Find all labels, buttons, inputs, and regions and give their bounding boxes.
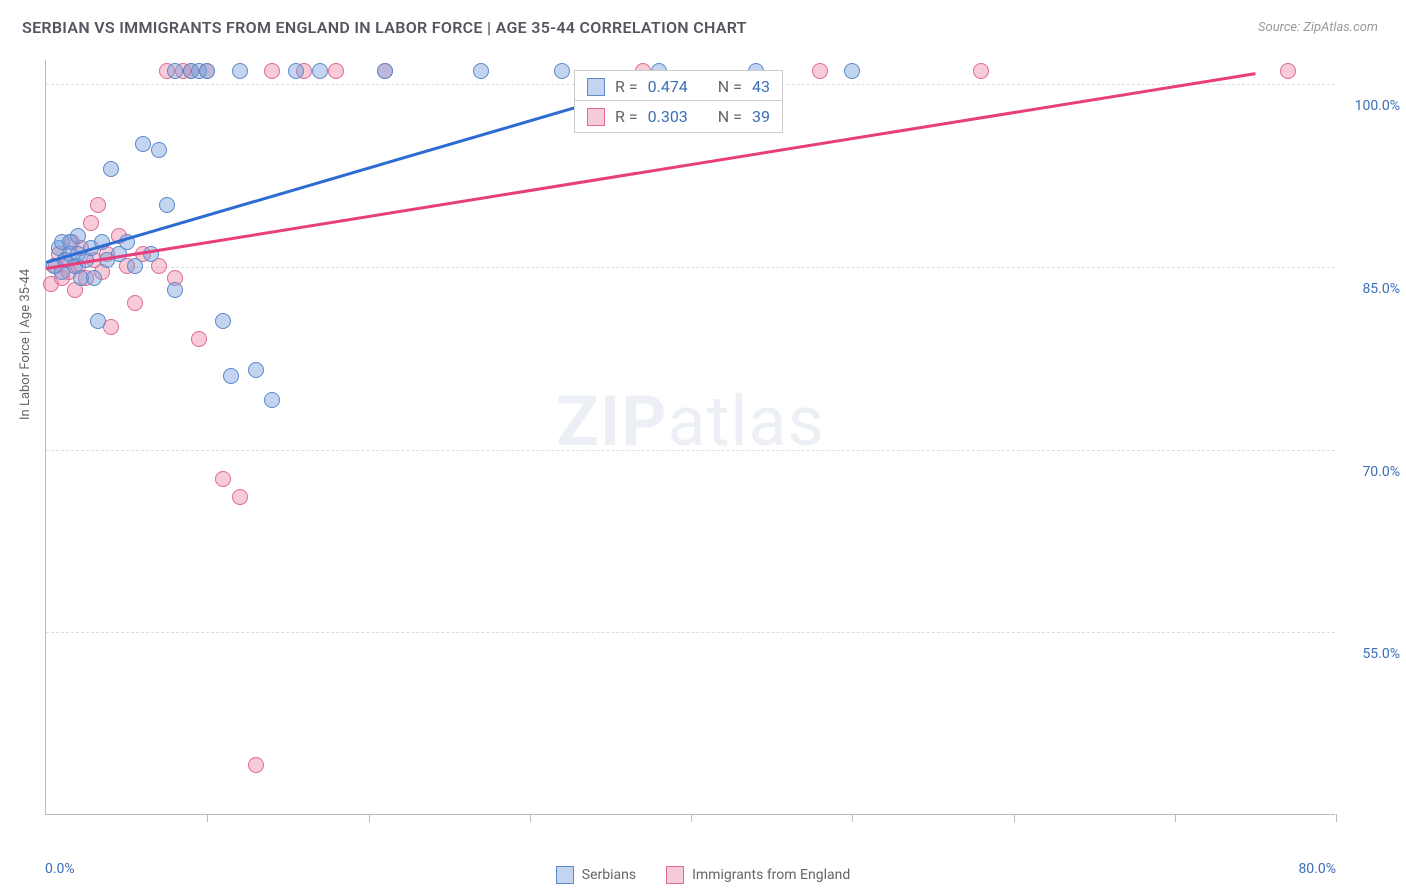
scatter-point-serbians xyxy=(90,313,106,329)
legend-swatch-england xyxy=(666,866,684,884)
scatter-point-serbians xyxy=(473,63,489,79)
scatter-point-england xyxy=(248,757,264,773)
y-tick-label: 55.0% xyxy=(1362,646,1400,662)
scatter-point-serbians xyxy=(103,161,119,177)
scatter-point-england xyxy=(191,331,207,347)
scatter-point-england xyxy=(973,63,989,79)
chart-header: SERBIAN VS IMMIGRANTS FROM ENGLAND IN LA… xyxy=(0,0,1406,49)
scatter-point-serbians xyxy=(127,258,143,274)
scatter-point-serbians xyxy=(167,63,183,79)
stats-n-label: N = xyxy=(718,77,742,96)
legend-item-serbians: Serbians xyxy=(556,866,636,884)
scatter-point-serbians xyxy=(167,282,183,298)
stats-r-label: R = xyxy=(615,107,638,126)
chart-title: SERBIAN VS IMMIGRANTS FROM ENGLAND IN LA… xyxy=(22,18,747,37)
scatter-point-serbians xyxy=(159,197,175,213)
scatter-point-serbians xyxy=(232,63,248,79)
scatter-point-serbians xyxy=(70,228,86,244)
stats-box-serbians: R = 0.474 N = 43 xyxy=(574,70,783,103)
scatter-point-serbians xyxy=(248,362,264,378)
scatter-point-england xyxy=(812,63,828,79)
scatter-point-serbians xyxy=(312,63,328,79)
legend-label-serbians: Serbians xyxy=(582,867,636,883)
scatter-point-england xyxy=(264,63,280,79)
stats-r-value: 0.303 xyxy=(648,107,688,126)
scatter-point-serbians xyxy=(377,63,393,79)
x-tick xyxy=(691,814,692,822)
scatter-point-england xyxy=(232,489,248,505)
legend: Serbians Immigrants from England xyxy=(0,866,1406,884)
chart-source: Source: ZipAtlas.com xyxy=(1258,20,1378,35)
stats-box-england: R = 0.303 N = 39 xyxy=(574,100,783,133)
scatter-point-serbians xyxy=(199,63,215,79)
y-tick-label: 100.0% xyxy=(1355,98,1400,114)
chart-plot-area: ZIPatlas 55.0%70.0%85.0%100.0%R = 0.474N… xyxy=(45,60,1335,815)
stats-r-label: R = xyxy=(615,77,638,96)
x-tick xyxy=(1014,814,1015,822)
stats-swatch xyxy=(587,78,605,96)
stats-swatch xyxy=(587,108,605,126)
scatter-point-england xyxy=(1280,63,1296,79)
scatter-point-serbians xyxy=(86,270,102,286)
gridline xyxy=(46,267,1335,268)
stats-n-value: 43 xyxy=(752,77,770,96)
legend-label-england: Immigrants from England xyxy=(692,867,850,883)
scatter-point-england xyxy=(215,471,231,487)
x-tick xyxy=(369,814,370,822)
y-axis-label: In Labor Force | Age 35-44 xyxy=(18,269,33,420)
scatter-point-england xyxy=(328,63,344,79)
x-tick xyxy=(1336,814,1337,822)
x-tick xyxy=(852,814,853,822)
x-tick xyxy=(1175,814,1176,822)
scatter-point-serbians xyxy=(554,63,570,79)
gridline xyxy=(46,450,1335,451)
scatter-point-england xyxy=(90,197,106,213)
scatter-point-serbians xyxy=(223,368,239,384)
stats-r-value: 0.474 xyxy=(648,77,688,96)
x-tick xyxy=(207,814,208,822)
legend-item-england: Immigrants from England xyxy=(666,866,850,884)
scatter-point-serbians xyxy=(215,313,231,329)
stats-n-value: 39 xyxy=(752,107,770,126)
scatter-point-serbians xyxy=(264,392,280,408)
scatter-point-england xyxy=(83,215,99,231)
y-tick-label: 85.0% xyxy=(1362,281,1400,297)
legend-swatch-serbians xyxy=(556,866,574,884)
scatter-point-serbians xyxy=(135,136,151,152)
scatter-point-england xyxy=(127,295,143,311)
y-tick-label: 70.0% xyxy=(1362,464,1400,480)
gridline xyxy=(46,632,1335,633)
scatter-point-serbians xyxy=(844,63,860,79)
scatter-point-serbians xyxy=(151,142,167,158)
x-tick xyxy=(530,814,531,822)
stats-n-label: N = xyxy=(718,107,742,126)
scatter-point-serbians xyxy=(288,63,304,79)
